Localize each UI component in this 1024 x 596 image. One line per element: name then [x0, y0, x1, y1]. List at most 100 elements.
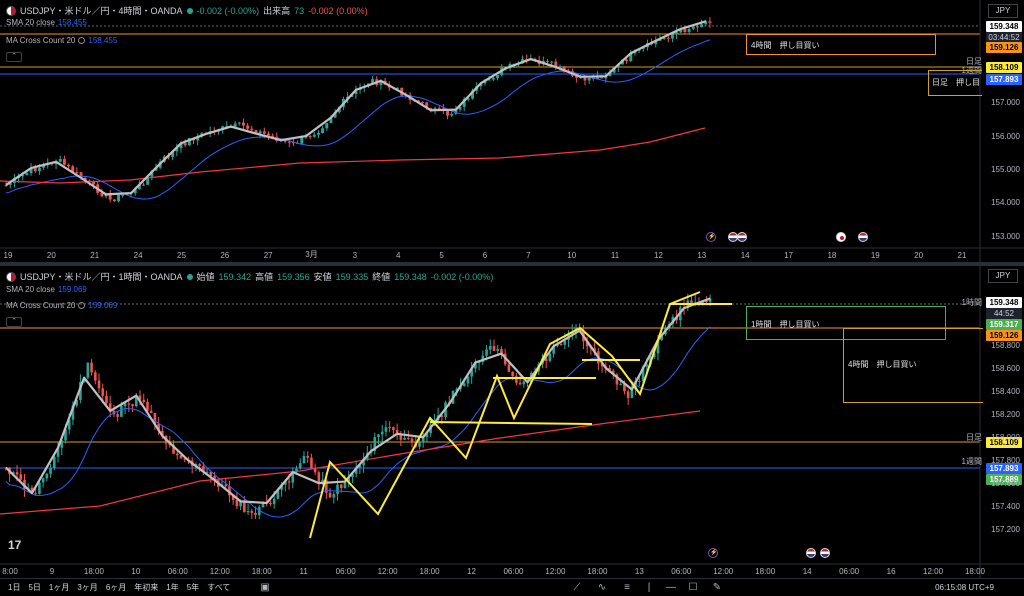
horizontal-line-icon[interactable]: ― [666, 582, 676, 593]
candle-body [272, 498, 276, 505]
candle-body [8, 182, 12, 185]
rectangle-1h-buy-zone[interactable]: 1時間 押し目買い [746, 306, 946, 340]
candle-body [233, 123, 237, 127]
event-jp-flag-icon[interactable] [836, 232, 846, 242]
timeframe-button[interactable]: 5年 [186, 583, 200, 592]
timeframe-button[interactable]: 5日 [28, 583, 41, 592]
brush-icon[interactable]: ✎ [712, 582, 722, 593]
visibility-icon[interactable] [78, 302, 86, 310]
time-axis-label: 12:00 [209, 567, 230, 576]
candle-body [187, 138, 191, 146]
candle-body [112, 199, 116, 202]
chart-canvas-4h[interactable] [0, 0, 1024, 262]
candle-body [316, 133, 320, 135]
weekly-level-label: 1週間 [961, 457, 982, 466]
clock-display[interactable]: 06:15:08 UTC+9 [935, 583, 994, 592]
candle-body [708, 298, 712, 303]
symbol-title[interactable]: USDJPY・米ドル／円・1時間・OANDA [20, 272, 183, 282]
time-axis-label: 12:00 [713, 567, 734, 576]
timeframe-button[interactable]: 6ヶ月 [105, 583, 127, 592]
price-scale-label: 155.000 [991, 165, 1020, 174]
collapse-legend-button[interactable]: ⌃ [6, 52, 22, 62]
vertical-line-icon[interactable]: | [647, 582, 651, 593]
timeframe-button[interactable]: すべて [207, 583, 231, 592]
calendar-icon[interactable]: ▣ [260, 582, 270, 593]
ma-cross-indicator-label[interactable]: MA Cross Count 20 158.455 [6, 36, 117, 45]
candle-body [379, 80, 383, 85]
pane-separator[interactable] [0, 262, 1024, 266]
trendline-tool-icon[interactable]: ⟋ [573, 582, 581, 593]
time-axis-label: 18:00 [83, 567, 104, 576]
candle-body [261, 501, 265, 508]
candle-body [425, 433, 429, 438]
candle-body [515, 376, 518, 383]
event-us-flag-icon[interactable] [858, 232, 868, 242]
price-scale-label: 157.800 [991, 456, 1020, 465]
currency-button[interactable]: JPY [988, 4, 1018, 18]
time-axis-label: 11 [299, 567, 308, 576]
collapse-legend-button[interactable]: ⌃ [6, 317, 22, 327]
chart-pane-1h[interactable]: USDJPY・米ドル／円・1時間・OANDA 始値 159.342 高値 159.3… [0, 266, 1024, 578]
candle-body [608, 367, 611, 371]
symbol-title[interactable]: USDJPY・米ドル／円・4時間・OANDA [20, 6, 183, 16]
sma-indicator-label[interactable]: SMA 20 close 158.455 [6, 18, 87, 27]
market-open-icon [186, 7, 193, 14]
timeframe-button[interactable]: 1年 [166, 583, 179, 592]
tradingview-logo[interactable]: 17 [8, 538, 22, 552]
event-lightning-icon[interactable] [708, 548, 718, 558]
sma-value: 159.069 [57, 285, 87, 294]
candle-body [511, 371, 514, 377]
time-axis-label: 18 [827, 251, 837, 260]
candle-body [97, 380, 101, 389]
candle-body [708, 21, 712, 23]
candle-body [634, 381, 637, 390]
candle-body [134, 395, 138, 407]
event-lightning-icon[interactable] [706, 232, 716, 242]
price-tag-4h-level: 159.126 [986, 42, 1022, 53]
candle-body [271, 135, 275, 137]
checkbox-icon[interactable]: ☐ [688, 582, 698, 593]
chart-pane-4h[interactable]: USDJPY・米ドル／円・4時間・OANDA -0.002 (-0.00%) 出… [0, 0, 1024, 262]
rectangle-4h-buy-zone[interactable]: 4時間 押し目買い [746, 34, 936, 55]
event-us-flag-icon[interactable] [820, 548, 830, 558]
candle-body [105, 395, 108, 404]
time-axis-label: 21 [90, 251, 100, 260]
candle-body [120, 406, 123, 417]
event-us-flag-icon[interactable] [806, 548, 816, 558]
currency-button[interactable]: JPY [988, 269, 1018, 283]
rectangle-daily-buy-zone[interactable]: 日足 押し目 [928, 70, 982, 96]
fib-tool-icon[interactable]: ≡ [624, 582, 630, 593]
candle-body [116, 414, 119, 417]
price-change: -0.002 (-0.00%) [196, 5, 260, 16]
event-us-flag-icon[interactable] [737, 232, 747, 242]
rectangle-4h-buy-zone[interactable]: 4時間 押し目買い [843, 328, 983, 403]
chart-canvas-1h[interactable] [0, 266, 1024, 578]
time-axis-label: 19 [870, 251, 880, 260]
timeframe-button[interactable]: 1日 [8, 583, 21, 592]
candle-body [101, 388, 105, 396]
candle-body [205, 471, 209, 473]
ma-cross-indicator-label[interactable]: MA Cross Count 20 159.069 [6, 301, 117, 310]
sma-indicator-label[interactable]: SMA 20 close 159.069 [6, 285, 87, 294]
candle-body [86, 362, 90, 378]
timeframe-button[interactable]: 年初来 [134, 583, 159, 592]
candle-body [246, 511, 250, 513]
rectangle-label: 4時間 押し目買い [751, 41, 820, 50]
candle-body [630, 389, 634, 398]
candle-body [418, 442, 421, 447]
candle-body [67, 164, 71, 167]
candle-body [373, 437, 377, 452]
candle-body [662, 37, 666, 39]
symbol-header-1h: USDJPY・米ドル／円・1時間・OANDA 始値 159.342 高値 159.3… [6, 270, 493, 283]
low-label: 安値 [313, 272, 332, 282]
visibility-icon[interactable] [78, 37, 86, 45]
time-axis-label: 9 [49, 567, 55, 576]
candle-body [179, 143, 183, 149]
long-ma-line [0, 127, 706, 184]
path-tool-icon[interactable]: ∿ [597, 582, 607, 593]
ma-label: MA Cross Count 20 [6, 36, 76, 45]
candle-body [611, 370, 615, 375]
timeframe-button[interactable]: 1ヶ月 [48, 583, 70, 592]
candle-body [446, 110, 449, 116]
timeframe-button[interactable]: 3ヶ月 [77, 583, 98, 592]
